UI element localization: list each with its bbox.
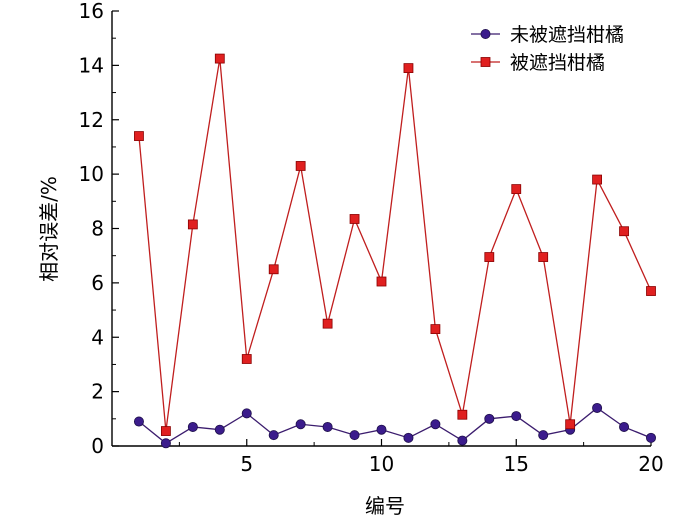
data-point xyxy=(430,324,441,334)
data-point xyxy=(214,53,225,64)
axes: 0 2 4 6 8 10 12 14 16 5 10 15 20 xyxy=(79,0,664,476)
y-tick-label: 10 xyxy=(79,162,104,186)
x-tick-label: 5 xyxy=(240,452,253,476)
x-tick-label: 15 xyxy=(504,452,529,476)
legend-marker xyxy=(480,28,491,39)
data-point xyxy=(376,276,387,287)
data-point xyxy=(592,174,602,185)
data-point xyxy=(214,424,225,435)
series-2 xyxy=(134,53,656,436)
data-point xyxy=(187,219,198,230)
data-point xyxy=(457,435,468,446)
data-point xyxy=(241,408,252,419)
data-point xyxy=(403,63,414,73)
x-tick-label: 10 xyxy=(369,452,394,476)
data-point xyxy=(268,264,279,275)
data-point xyxy=(619,226,629,237)
data-point xyxy=(268,430,279,441)
y-tick-label: 4 xyxy=(91,325,104,349)
data-point xyxy=(160,438,171,449)
data-point xyxy=(646,286,656,296)
data-point xyxy=(322,421,333,432)
y-tick-label: 0 xyxy=(91,434,104,458)
data-point xyxy=(241,354,252,364)
data-point xyxy=(322,318,333,329)
data-point xyxy=(376,424,387,435)
series-layer xyxy=(133,53,657,449)
data-point xyxy=(538,430,549,441)
data-point xyxy=(160,426,171,436)
legend-item: 未被遮挡柑橘 xyxy=(471,24,624,46)
series-1 xyxy=(133,402,657,449)
legend-marker xyxy=(480,57,491,67)
y-tick-label: 12 xyxy=(79,108,104,132)
data-point xyxy=(511,184,522,194)
data-point xyxy=(646,432,657,443)
legend-label: 被遮挡柑橘 xyxy=(510,52,605,74)
data-point xyxy=(511,411,522,422)
x-axis-label: 编号 xyxy=(365,494,405,518)
y-tick-label: 6 xyxy=(91,271,104,295)
data-point xyxy=(484,252,495,262)
data-point xyxy=(619,421,630,432)
data-point xyxy=(457,409,468,420)
data-point xyxy=(295,161,306,171)
y-tick-label: 2 xyxy=(91,380,104,404)
x-tick-label: 20 xyxy=(638,452,663,476)
data-point xyxy=(134,131,144,141)
data-point xyxy=(133,416,144,427)
legend-label: 未被遮挡柑橘 xyxy=(510,24,624,46)
data-point xyxy=(592,402,603,413)
y-tick-label: 14 xyxy=(79,53,104,77)
series-line xyxy=(138,58,652,432)
data-point xyxy=(565,419,576,430)
data-point xyxy=(484,413,495,424)
data-point xyxy=(349,214,360,224)
data-point xyxy=(295,419,306,430)
legend-item: 被遮挡柑橘 xyxy=(471,52,605,74)
y-tick-label: 8 xyxy=(91,217,104,241)
y-tick-label: 16 xyxy=(79,0,104,23)
data-point xyxy=(187,421,198,432)
data-point xyxy=(349,430,360,441)
y-axis-label: 相对误差/% xyxy=(37,176,61,282)
data-point xyxy=(538,252,549,262)
data-point xyxy=(403,432,414,443)
data-point xyxy=(430,419,441,430)
